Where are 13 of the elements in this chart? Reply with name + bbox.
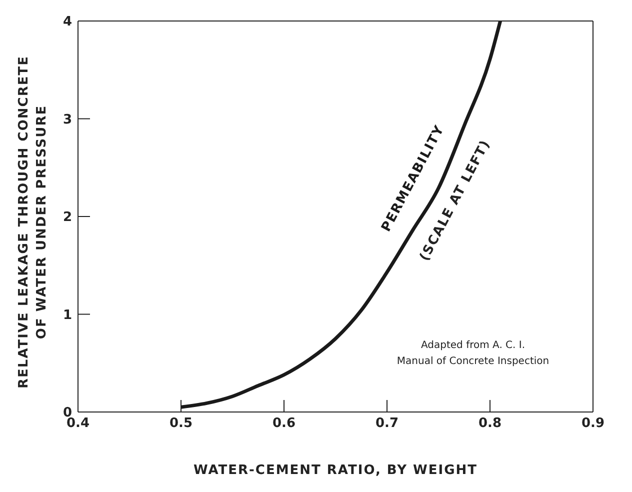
x-tick-label: 0.7	[375, 416, 399, 432]
x-tick-label: 0.8	[478, 416, 502, 432]
y-tick-label: 4	[62, 14, 72, 30]
y-tick-label: 3	[62, 112, 72, 128]
y-axis-title: RELATIVE LEAKAGE THROUGH CONCRETE OF WATER UNDER PRESSURE	[15, 56, 50, 388]
x-tick-label: 0.6	[272, 416, 296, 432]
x-tick-label: 0.9	[581, 416, 605, 432]
x-axis-title: WATER-CEMENT RATIO, BY WEIGHT	[193, 463, 478, 478]
x-tick-label: 0.5	[169, 416, 193, 432]
y-tick-label: 1	[62, 308, 72, 323]
annotation: Adapted from A. C. I. Manual of Concrete Inspection	[396, 339, 550, 369]
y-tick-label: 2	[62, 210, 72, 226]
x-tick-label: 0.4	[66, 416, 90, 432]
